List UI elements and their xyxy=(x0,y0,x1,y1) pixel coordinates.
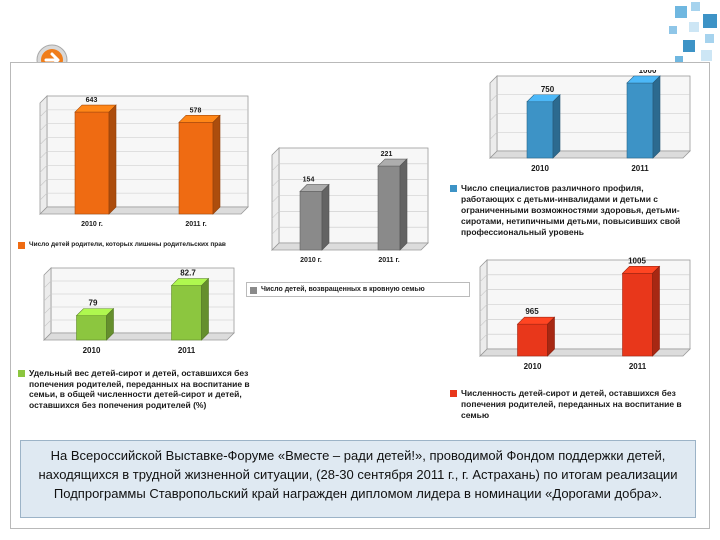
gridline xyxy=(479,289,488,297)
value-label: 221 xyxy=(381,151,393,158)
chart-specialists: 750 2010 1000 2011 xyxy=(476,70,698,180)
gridline xyxy=(479,304,488,312)
gridline xyxy=(39,151,48,159)
gridline xyxy=(43,306,52,315)
gridline xyxy=(489,113,498,121)
gridline xyxy=(39,123,48,131)
legend-share: Удельный вес детей-сирот и детей, оставш… xyxy=(18,368,270,410)
bar-specialists-1 xyxy=(626,75,661,159)
bar-deprived-1 xyxy=(178,114,221,215)
value-label: 750 xyxy=(541,85,555,94)
gridline xyxy=(39,137,48,145)
plot-floor xyxy=(489,150,691,159)
value-label: 965 xyxy=(525,307,539,316)
category-label: 2011 xyxy=(629,362,647,371)
gridline xyxy=(43,319,52,328)
legend-returned: Число детей, возвращенных в кровную семь… xyxy=(246,282,470,297)
gridline xyxy=(43,280,52,289)
gridline xyxy=(39,192,48,201)
gridline xyxy=(479,319,488,327)
category-label: 2010 г. xyxy=(81,221,103,228)
category-label: 2010 г. xyxy=(300,257,322,264)
gridline xyxy=(271,226,280,235)
plot-side-wall xyxy=(43,267,52,341)
category-label: 2011 г. xyxy=(185,221,206,228)
category-label: 2011 xyxy=(631,164,649,173)
gridline xyxy=(43,293,52,302)
category-label: 2010 xyxy=(83,346,101,355)
value-label: 578 xyxy=(190,107,202,114)
gridline xyxy=(271,179,280,187)
decorative-squares xyxy=(645,0,720,80)
chart-placed: 965 2010 1005 2011 xyxy=(466,254,696,380)
bar-placed-0 xyxy=(516,316,556,357)
category-label: 2011 xyxy=(178,346,196,355)
bar-share-1 xyxy=(170,277,210,341)
bar-placed-1 xyxy=(621,265,661,357)
category-label: 2010 xyxy=(524,362,542,371)
legend-deprived-parents: Число детей родители, которых лишены род… xyxy=(18,240,260,249)
gridline xyxy=(271,163,280,172)
chart-returned: 154 2010 г. 221 2011 г. xyxy=(258,142,436,272)
gridline xyxy=(479,333,488,342)
gridline xyxy=(489,132,498,140)
value-label: 154 xyxy=(303,176,315,183)
value-label: 643 xyxy=(86,97,98,104)
bar-share-0 xyxy=(75,307,115,341)
gridline xyxy=(271,211,280,219)
bar-returned-1 xyxy=(377,158,408,251)
bar-specialists-0 xyxy=(526,94,561,159)
category-label: 2010 xyxy=(531,164,549,173)
value-label: 79 xyxy=(89,299,98,308)
value-label: 82.7 xyxy=(180,269,196,278)
chart-deprived-parents: 643 2010 г. 578 2011 г. xyxy=(18,88,256,238)
value-label: 1005 xyxy=(628,256,646,265)
bar-returned-0 xyxy=(299,183,330,251)
gridline xyxy=(489,94,498,102)
bar-deprived-0 xyxy=(74,104,117,215)
gridline xyxy=(271,195,280,203)
gridline xyxy=(39,179,48,187)
award-caption: На Всероссийской Выставке-Форуме «Вместе… xyxy=(20,440,696,518)
gridline xyxy=(39,165,48,173)
category-label: 2011 г. xyxy=(378,257,399,264)
chart-share: 79 2010 82.7 2011 xyxy=(30,262,240,362)
value-label: 1000 xyxy=(639,70,657,75)
legend-placed: Численность детей-сирот и детей, оставши… xyxy=(450,388,700,421)
legend-specialists: Число специалистов различного профиля, р… xyxy=(450,183,702,238)
gridline xyxy=(479,274,488,283)
gridline xyxy=(39,109,48,118)
